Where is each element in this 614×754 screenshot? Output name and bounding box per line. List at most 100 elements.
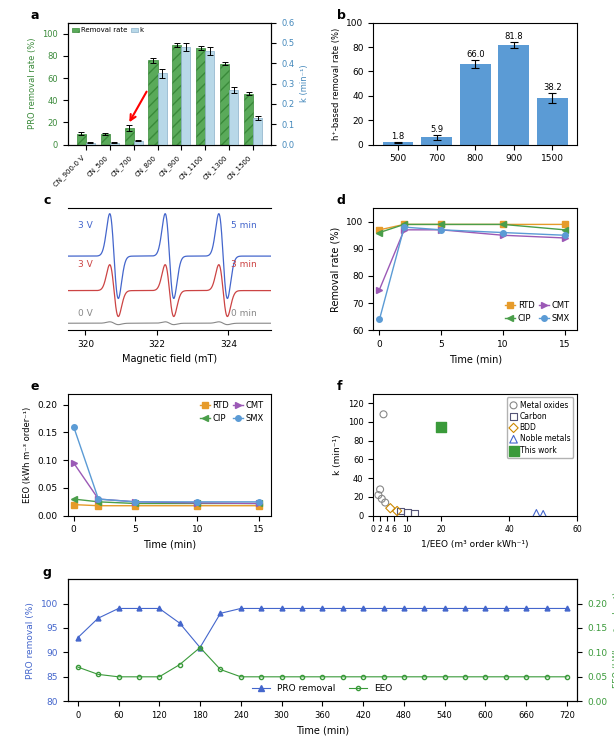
Legend: RTD, CIP, CMT, SMX: RTD, CIP, CMT, SMX [196,398,267,427]
RTD [400,220,408,229]
PRO removal [257,604,265,613]
PRO removal [135,604,142,613]
SMX [70,422,77,431]
Text: a: a [31,9,39,22]
X-axis label: Time (min): Time (min) [143,540,196,550]
RTD [193,501,201,510]
PRO removal [95,614,102,623]
EEO [237,673,244,682]
Y-axis label: PRO removal rate (%): PRO removal rate (%) [28,38,36,130]
Metal oxides [379,408,389,420]
Y-axis label: k (min⁻¹): k (min⁻¹) [333,434,342,475]
Bar [149,60,158,145]
PRO removal [278,604,286,613]
PRO removal [339,604,346,613]
CIP [255,499,263,508]
PRO removal [502,604,510,613]
PRO removal [359,604,367,613]
RTD [255,501,263,510]
Legend: Removal rate, k: Removal rate, k [71,26,145,35]
CIP [376,228,383,237]
CMT [193,498,201,507]
Text: 1.8: 1.8 [391,132,405,141]
EEO [217,665,224,674]
Carbon [409,507,419,520]
Legend: RTD, CIP, CMT, SMX: RTD, CIP, CMT, SMX [502,297,573,326]
Text: f: f [336,380,342,393]
Text: e: e [31,380,39,393]
Carbon [402,507,412,519]
Text: 38.2: 38.2 [543,83,562,92]
EEO [380,673,387,682]
PRO removal [400,604,408,613]
EEO [502,673,510,682]
PRO removal [421,604,428,613]
X-axis label: 1/EEO (m³ order kWh⁻¹): 1/EEO (m³ order kWh⁻¹) [421,540,529,549]
EEO [196,643,204,652]
Bar [460,64,491,145]
RTD [70,500,77,509]
Bar [196,48,205,145]
EEO [461,673,468,682]
CIP [561,225,569,234]
PRO removal [563,604,570,613]
PRO removal [319,604,326,613]
RTD [499,220,507,229]
CMT [376,285,383,294]
PRO removal [543,604,550,613]
BDD [392,505,402,517]
CMT [438,225,445,234]
EEO [421,673,428,682]
Y-axis label: k (min⁻¹): k (min⁻¹) [300,65,309,103]
PRO removal [74,633,82,642]
RTD [132,501,139,510]
X-axis label: Magnetic field (mT): Magnetic field (mT) [122,354,217,364]
EEO [523,673,530,682]
EEO [176,660,184,669]
Line: CMT: CMT [71,460,262,506]
EEO [543,673,550,682]
SMX [499,228,507,237]
Noble metals [538,508,548,520]
CMT [70,458,77,467]
SMX [95,495,102,504]
Line: RTD: RTD [71,502,262,508]
EEO [482,673,489,682]
Text: 3 V: 3 V [78,221,93,230]
CIP [132,499,139,508]
PRO removal [237,604,244,613]
PRO removal [217,608,224,618]
EEO [74,663,82,672]
Metal oxides [375,483,385,495]
X-axis label: Time (min): Time (min) [449,354,502,364]
EEO [95,670,102,679]
CMT [255,499,263,508]
Bar [244,93,253,145]
SMX [193,498,201,507]
CIP [95,498,102,507]
CIP [438,220,445,229]
SMX [255,498,263,507]
Bar [86,143,95,145]
Bar [181,47,190,145]
Bar [205,51,214,145]
Text: 3 min: 3 min [231,259,257,268]
RTD [95,501,102,510]
Bar [101,134,110,145]
Y-axis label: EEO (kWh m⁻³ order⁻¹): EEO (kWh m⁻³ order⁻¹) [23,406,32,503]
Legend: Metal oxides, Carbon, BDD, Noble metals, This work: Metal oxides, Carbon, BDD, Noble metals,… [507,397,573,458]
Y-axis label: PRO removal (%): PRO removal (%) [26,602,35,679]
Bar [537,98,568,145]
CIP [70,495,77,504]
Noble metals [532,507,542,520]
SMX [561,231,569,240]
SMX [400,222,408,231]
Bar [134,140,142,145]
Text: c: c [43,195,50,207]
PRO removal [176,618,184,627]
CIP [193,499,201,508]
Text: 5.9: 5.9 [430,125,443,133]
RTD [561,220,569,229]
Text: g: g [42,566,51,578]
EEO [257,673,265,682]
